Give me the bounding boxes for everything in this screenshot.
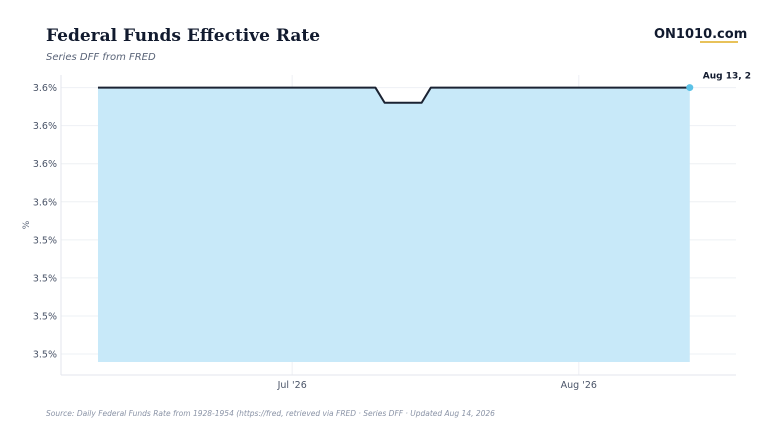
chart-subtitle: Series DFF from FRED	[46, 52, 156, 63]
y-tick-label: 3.5%	[33, 273, 57, 284]
y-tick-label: 3.5%	[33, 350, 57, 361]
y-tick-label: 3.5%	[33, 311, 57, 322]
axes	[60, 75, 736, 376]
x-tick-label: Aug '26	[561, 380, 597, 391]
area-fill	[97, 87, 690, 363]
y-tick-label: 3.6%	[33, 197, 57, 208]
y-tick-label: 3.6%	[33, 121, 57, 132]
end-point-marker	[686, 84, 694, 92]
chart-title: Federal Funds Effective Rate	[46, 26, 321, 46]
y-tick-label: 3.6%	[33, 159, 57, 170]
x-tick-label: Jul '26	[277, 380, 307, 391]
y-axis-label: %	[22, 220, 32, 229]
brand-underline	[700, 41, 738, 43]
y-tick-label: 3.6%	[33, 83, 57, 94]
tick-labels: 3.6% 3.6% 3.6% 3.6% 3.5% 3.5% 3.5% 3.5% Jul '26 A…	[33, 83, 597, 391]
y-tick-label: 3.5%	[33, 235, 57, 246]
series-layer: Aug 13, 2	[97, 72, 751, 104]
source-note: Source: Daily Federal Funds Rate from 19…	[46, 409, 495, 418]
series-line	[97, 86, 690, 104]
end-point-label: Aug 13, 2	[703, 72, 751, 82]
area-layer	[97, 87, 690, 363]
brand-logo[interactable]: ON1010.com	[654, 27, 748, 42]
